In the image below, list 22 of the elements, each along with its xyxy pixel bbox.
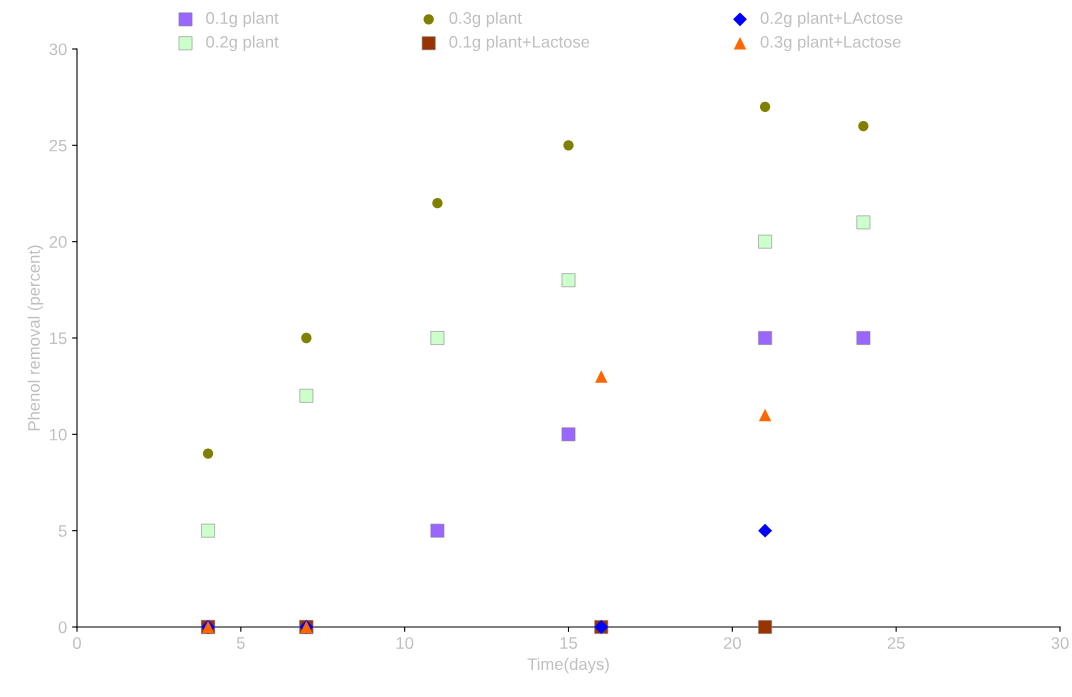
legend-label: 0.2g plant+LActose — [760, 11, 903, 28]
x-tick-label: 10 — [396, 637, 414, 649]
legend-label: 0.3g plant+Lactose — [760, 35, 901, 52]
legend-label: 0.1g plant — [206, 11, 279, 28]
y-tick-label: 30 — [49, 43, 67, 56]
x-tick-label: 30 — [1051, 637, 1069, 649]
legend-label: 0.1g plant+Lactose — [449, 35, 590, 52]
x-axis-title: Time(days) — [527, 657, 609, 674]
x-tick-label: 0 — [73, 637, 81, 649]
legend-label: 0.3g plant — [449, 11, 522, 28]
x-tick-label: 15 — [560, 637, 578, 649]
y-tick-label: 15 — [50, 332, 67, 345]
y-tick-label: 0 — [58, 621, 67, 634]
x-tick-label: 25 — [887, 637, 905, 649]
y-axis-title: Phenol removal (percent) — [27, 245, 44, 431]
x-tick-label: 5 — [236, 637, 245, 649]
y-tick-label: 10 — [50, 428, 67, 441]
x-tick-label: 20 — [723, 637, 741, 649]
y-tick-label: 25 — [49, 139, 67, 152]
y-tick-label: 20 — [49, 236, 67, 248]
legend-label: 0.2g plant — [206, 35, 279, 52]
y-tick-label: 5 — [58, 525, 67, 537]
